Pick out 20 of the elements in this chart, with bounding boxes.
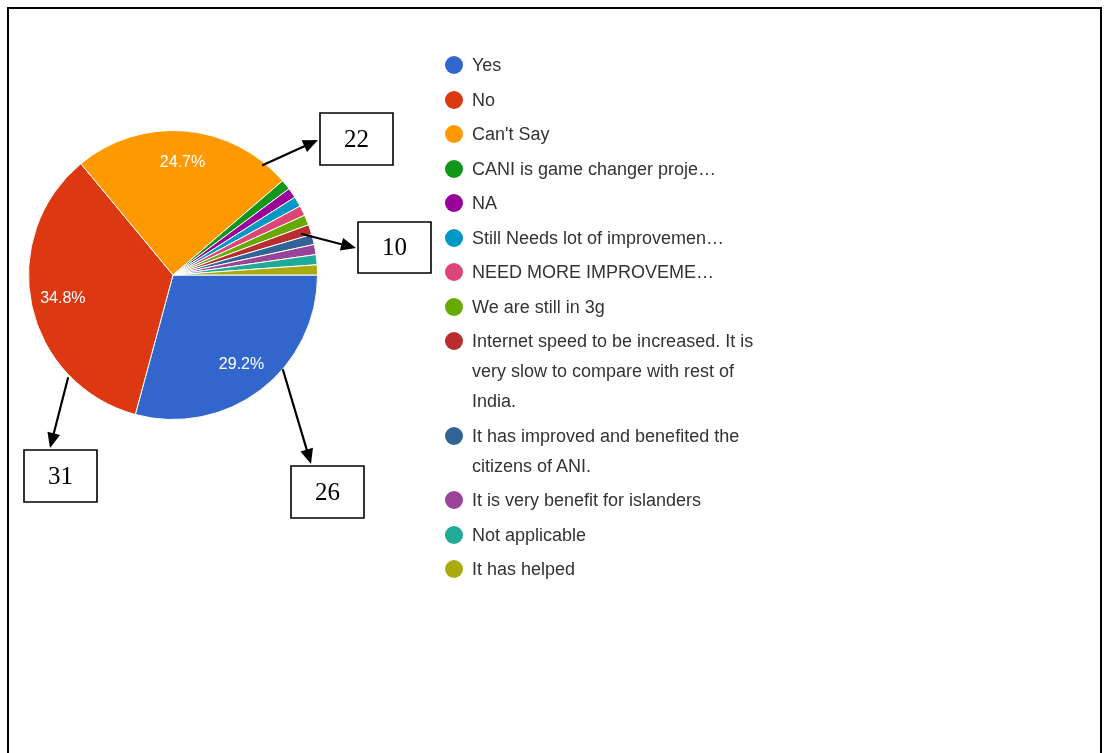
legend-label: Yes bbox=[472, 54, 503, 77]
legend-label: It has improved and benefited the citizens of ANI. bbox=[472, 424, 741, 478]
legend-label: NA bbox=[472, 192, 498, 215]
text: 31 bbox=[48, 461, 73, 489]
legend-label: CANI is game changer proje… bbox=[472, 157, 718, 181]
data-label: 34.8% bbox=[40, 289, 86, 307]
legend-label: Can't Say bbox=[472, 123, 551, 146]
legend-label: It is very benefit for islanders bbox=[472, 489, 703, 512]
legend-label: No bbox=[472, 88, 496, 112]
legend-label: We are still in 3g bbox=[472, 295, 606, 319]
text: 26 bbox=[315, 477, 340, 505]
data-label: 29.2% bbox=[218, 354, 265, 372]
legend-label: It has helped bbox=[472, 558, 577, 581]
data-label: 24.7% bbox=[159, 153, 206, 171]
text: 10 bbox=[382, 233, 407, 261]
legend-label: Not applicable bbox=[472, 523, 588, 547]
legend-label: Still Needs lot of improvemen… bbox=[472, 226, 726, 250]
legend-label: NEED MORE IMPROVEME… bbox=[472, 261, 716, 284]
text: 22 bbox=[344, 124, 369, 152]
legend-label: Internet speed to be increased. It is very slow to compare with rest of India. bbox=[472, 330, 755, 413]
